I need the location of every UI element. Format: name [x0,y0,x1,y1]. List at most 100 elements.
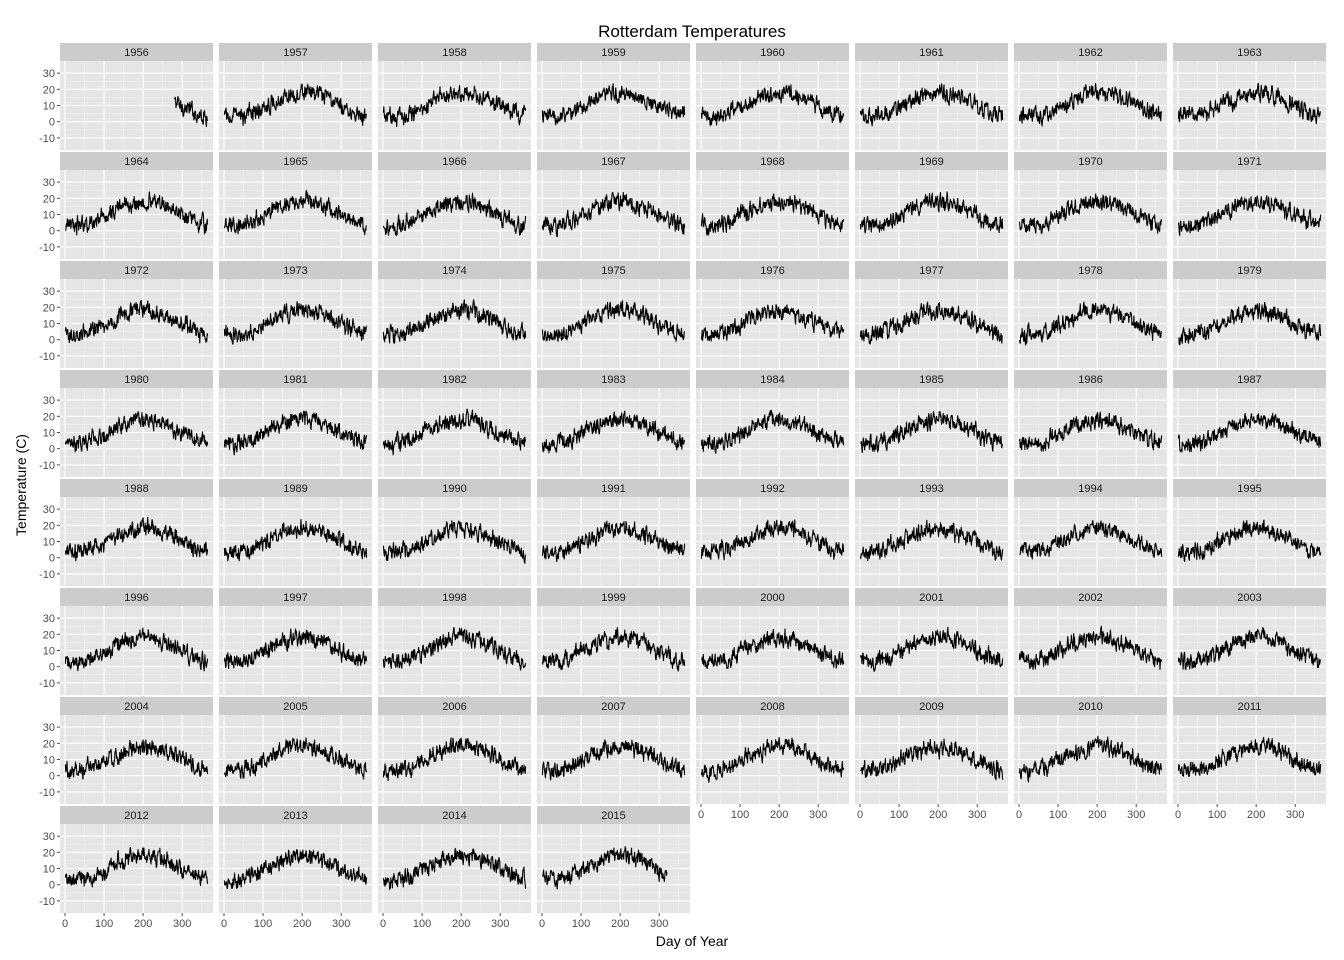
facet-panel-1989: 1989 [219,479,372,586]
facet-strip [378,806,531,824]
y-tick-label: 20 [43,84,55,96]
temperature-series-line-2013 [223,849,368,890]
y-tick-label: 30 [43,504,55,516]
facet-strip-label: 2009 [919,701,943,713]
facet-strip-label: 2012 [124,810,148,822]
facet-panel-1999: 1999 [537,588,690,695]
temperature-series-line-1983 [541,410,686,454]
facet-strip [855,588,1008,606]
facet-strip [219,588,372,606]
x-tick-label: 300 [1127,809,1145,821]
temperature-series-line-1990 [382,520,527,564]
facet-strip-label: 1990 [442,483,466,495]
facet-strip-label: 1997 [283,592,307,604]
facet-strip [60,152,213,170]
facet-strip-label: 1956 [124,47,148,59]
x-tick-label: 100 [413,918,431,930]
facet-strip [1014,370,1167,388]
facet-panel-2010: 2010 0 100 200 300 [1014,697,1167,821]
facet-strip [696,152,849,170]
facet-strip [219,479,372,497]
facet-panel-1991: 1991 [537,479,690,586]
facet-panel-2003: 2003 [1173,588,1326,695]
temperature-series-line-1977 [859,301,1003,345]
facet-panel-1959: 1959 [537,43,690,150]
temperature-series-line-1960 [700,84,845,127]
facet-strip-label: 2002 [1078,592,1102,604]
facet-strip-label: 2007 [601,701,625,713]
temperature-series-line-1978 [1018,301,1162,346]
facet-strip-label: 1983 [601,374,625,386]
facet-panel-1972: 1972 -10 0 10 20 30 [39,261,213,368]
facet-strip [537,261,690,279]
x-tick-label: 300 [809,809,827,821]
facet-panel-2002: 2002 [1014,588,1167,695]
temperature-series-line-2001 [859,626,1004,672]
temperature-series-line-1966 [382,192,527,236]
facet-panel-1977: 1977 [855,261,1008,368]
facet-panel-1981: 1981 [219,370,372,477]
facet-panel-1956: 1956 -10 0 10 20 30 [39,43,213,150]
facet-strip [60,479,213,497]
facet-strip [1014,152,1167,170]
y-tick-label: 20 [43,738,55,750]
facet-strip [1014,588,1167,606]
facet-strip [537,43,690,61]
facet-strip-label: 2003 [1237,592,1261,604]
facet-panel-1996: 1996 -10 0 10 20 30 [39,588,213,695]
facet-strip [855,152,1008,170]
facet-panels: 1956 -10 0 10 20 30 1957 1958 1959 1960 1961 1962 19… [39,43,1326,930]
facet-strip [537,697,690,715]
facet-strip-label: 1982 [442,374,466,386]
y-tick-label: 20 [43,520,55,532]
temperature-series-line-2008 [700,737,845,783]
facet-panel-1965: 1965 [219,152,372,259]
facet-panel-1961: 1961 [855,43,1008,150]
x-tick-label: 200 [611,918,629,930]
facet-strip [696,588,849,606]
facet-panel-2013: 2013 0 100 200 300 [219,806,372,930]
x-tick-label: 0 [698,809,704,821]
facet-strip [855,479,1008,497]
facet-strip [537,479,690,497]
temperature-series-line-1962 [1018,82,1163,127]
temperature-series-line-1965 [223,189,368,236]
y-tick-label: 0 [49,771,55,783]
facet-strip [219,43,372,61]
facet-strip-label: 1981 [283,374,307,386]
y-tick-label: 30 [43,177,55,189]
facet-strip [219,806,372,824]
temperature-series-line-1988 [64,517,209,562]
temperature-series-line-1971 [1177,195,1322,237]
temperature-series-line-1958 [382,84,527,128]
facet-strip-label: 1963 [1237,47,1261,59]
facet-strip-label: 1996 [124,592,148,604]
x-tick-label: 100 [254,918,272,930]
facet-strip [1173,479,1326,497]
temperature-series-line-1982 [382,408,527,456]
facet-strip [855,697,1008,715]
facet-strip-label: 1962 [1078,47,1102,59]
temperature-series-line-1987 [1177,412,1322,453]
facet-strip [1014,43,1167,61]
facet-strip-label: 1993 [919,483,943,495]
y-tick-label: 10 [43,210,55,222]
facet-strip [219,261,372,279]
temperature-series-line-1986 [1018,411,1163,452]
facet-panel-1969: 1969 [855,152,1008,259]
facet-panel-1995: 1995 [1173,479,1326,586]
y-tick-label: 10 [43,101,55,113]
temperature-series-line-1997 [223,628,368,669]
facet-panel-2007: 2007 [537,697,690,804]
temperature-series-line-1976 [700,304,845,342]
facet-panel-1987: 1987 [1173,370,1326,477]
temperature-series-line-1992 [700,519,845,561]
facet-panel-1990: 1990 [378,479,531,586]
y-tick-label: 10 [43,646,55,658]
y-tick-label: -10 [39,460,55,472]
temperature-series-line-2006 [382,737,527,782]
x-tick-label: 100 [1049,809,1067,821]
facet-panel-1974: 1974 [378,261,531,368]
x-tick-label: 100 [95,918,113,930]
facet-strip-label: 1968 [760,156,784,168]
